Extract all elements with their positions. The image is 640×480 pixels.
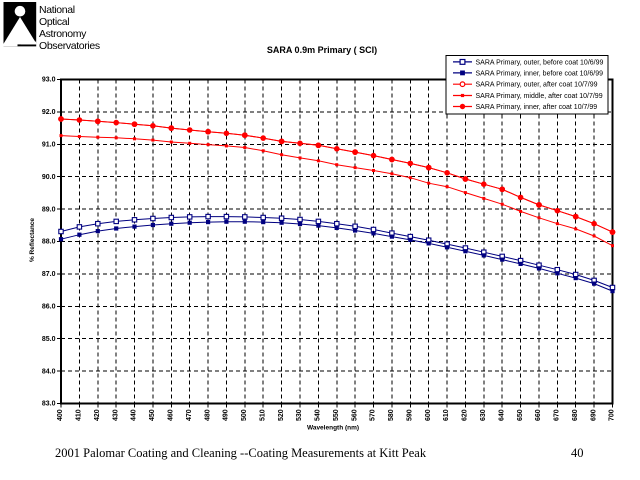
svg-text:530: 530 [296,409,303,421]
svg-text:91.0: 91.0 [42,142,56,149]
svg-text:660: 660 [535,409,542,421]
svg-text:90.0: 90.0 [42,174,56,181]
svg-text:470: 470 [186,409,193,421]
svg-text:690: 690 [590,409,597,421]
svg-text:540: 540 [315,409,322,421]
svg-text:600: 600 [425,409,432,421]
svg-text:630: 630 [480,409,487,421]
svg-text:650: 650 [517,409,524,421]
svg-text:580: 580 [388,409,395,421]
svg-text:570: 570 [370,409,377,421]
svg-text:88.0: 88.0 [42,239,56,246]
svg-text:% Reflectance: % Reflectance [29,218,36,262]
svg-text:SARA 0.9m Primary ( SCI): SARA 0.9m Primary ( SCI) [267,45,377,55]
svg-text:SARA Primary, outer, before co: SARA Primary, outer, before coat 10/6/99 [476,59,604,66]
svg-text:640: 640 [498,409,505,421]
svg-text:490: 490 [223,409,230,421]
svg-text:SARA Primary, middle, after co: SARA Primary, middle, after coat 10/7/99 [476,93,603,100]
svg-text:92.0: 92.0 [42,109,56,116]
svg-text:National: National [39,4,75,16]
svg-text:Optical: Optical [39,16,69,28]
svg-text:500: 500 [241,409,248,421]
svg-text:87.0: 87.0 [42,271,56,278]
svg-text:590: 590 [407,409,414,421]
svg-text:430: 430 [112,409,119,421]
svg-text:620: 620 [462,409,469,421]
svg-text:SARA Primary, inner, after coa: SARA Primary, inner, after coat 10/7/99 [476,104,598,111]
svg-text:SARA Primary, inner, before co: SARA Primary, inner, before coat 10/6/99 [476,70,604,77]
svg-text:680: 680 [572,409,579,421]
svg-text:450: 450 [149,409,156,421]
svg-text:93.0: 93.0 [42,77,56,84]
svg-text:480: 480 [204,409,211,421]
svg-text:610: 610 [443,409,450,421]
svg-text:550: 550 [333,409,340,421]
svg-text:560: 560 [351,409,358,421]
svg-text:670: 670 [554,409,561,421]
svg-text:520: 520 [278,409,285,421]
svg-text:410: 410 [76,409,83,421]
svg-text:420: 420 [94,409,101,421]
svg-text:400: 400 [57,409,64,421]
svg-text:Observatories: Observatories [39,40,100,52]
svg-text:83.0: 83.0 [42,401,56,408]
svg-text:85.0: 85.0 [42,336,56,343]
svg-text:Wavelength (nm): Wavelength (nm) [307,425,359,432]
svg-text:460: 460 [168,409,175,421]
svg-text:84.0: 84.0 [42,368,56,375]
svg-text:89.0: 89.0 [42,206,56,213]
svg-text:86.0: 86.0 [42,304,56,311]
svg-text:Astronomy: Astronomy [39,28,87,40]
svg-text:SARA Primary, outer, after coa: SARA Primary, outer, after coat 10/7/99 [476,82,598,89]
svg-text:510: 510 [259,409,266,421]
svg-text:440: 440 [131,409,138,421]
svg-text:40: 40 [571,446,584,460]
svg-text:700: 700 [609,409,616,421]
svg-text:2001 Palomar Coating and Clean: 2001 Palomar Coating and Cleaning --Coat… [55,446,427,460]
